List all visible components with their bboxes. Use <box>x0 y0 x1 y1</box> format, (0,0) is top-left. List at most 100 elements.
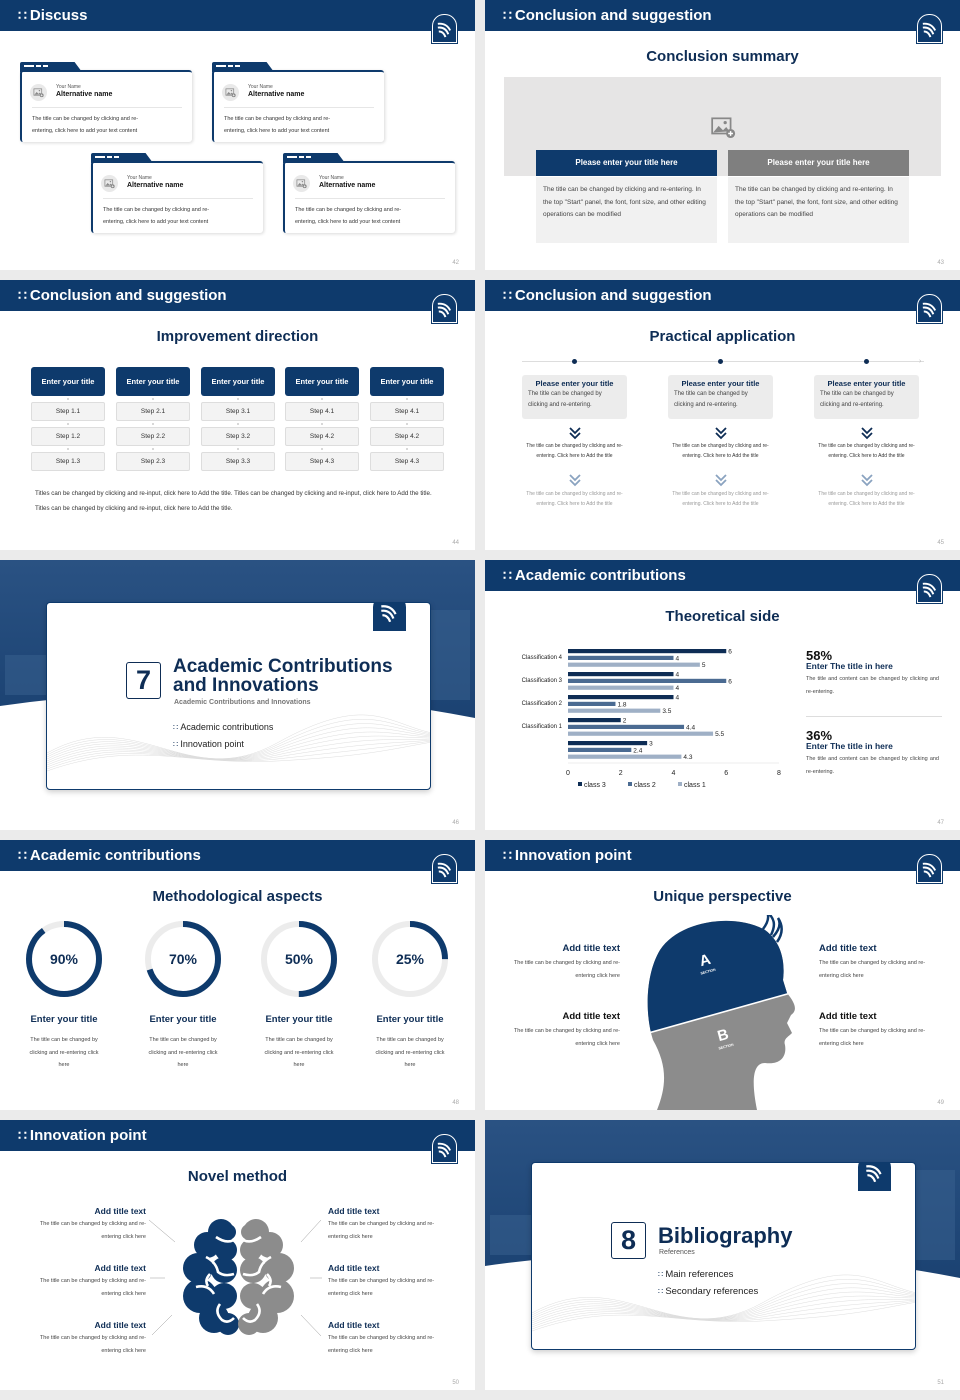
ring-text: The title can be changed by clicking and… <box>148 1037 218 1068</box>
step-box[interactable]: Step 1.1 <box>31 402 105 421</box>
section-letter: B <box>716 1026 731 1045</box>
bar-class-3 <box>568 718 621 723</box>
step-box[interactable]: Step 1.3 <box>31 452 105 471</box>
step-box[interactable]: Step 1.2 <box>31 427 105 446</box>
progress-ring-fill <box>145 921 221 997</box>
profile-card[interactable]: Your Name Alternative name The title can b… <box>283 153 455 233</box>
step-box[interactable]: Step 4.1 <box>370 402 444 421</box>
bar-class-3 <box>568 695 674 700</box>
slide-header-title: Discuss <box>29 7 88 24</box>
slide-46-section-7[interactable]: 7 Academic Contributions and Innovations Ac… <box>0 560 475 830</box>
wave-decoration <box>532 1274 915 1332</box>
step-box[interactable]: Step 3.2 <box>201 427 275 446</box>
step-box[interactable]: Step 4.3 <box>370 452 444 471</box>
profile-card[interactable]: Your Name Alternative name The title can b… <box>91 153 263 233</box>
slide-title: Conclusion summary <box>646 48 799 65</box>
university-logo <box>917 574 942 603</box>
connector-dot <box>237 398 239 400</box>
step-box[interactable]: Step 4.2 <box>370 427 444 446</box>
progress-ring-fill <box>372 921 448 997</box>
item-detail: The title can be changed by clicking and… <box>526 443 623 459</box>
slide-header: ∷ Academic contributions <box>485 560 960 591</box>
slide-51-bibliography[interactable]: 8 Bibliography References ∷ Main references… <box>485 1120 960 1390</box>
data-label: 5.5 <box>715 731 724 738</box>
section-bullet[interactable]: ∷ Academic contributions <box>173 722 273 732</box>
section-bullet[interactable]: ∷ Innovation point <box>173 739 244 749</box>
ring-value: 50% <box>284 951 314 967</box>
progress-ring <box>145 921 221 997</box>
avatar-placeholder-icon[interactable] <box>222 84 239 101</box>
data-label: 4 <box>676 695 680 702</box>
double-chevron-down-icon <box>568 426 582 440</box>
slide-50-novel-method[interactable]: ∷ Innovation point Novel method Add title t… <box>0 1120 475 1390</box>
step-box[interactable]: Step 4.2 <box>285 427 359 446</box>
progress-ring-fill <box>261 921 337 997</box>
section-title: Academic Contributions and Innovations <box>173 657 393 695</box>
item-detail: The title can be changed by clicking and… <box>672 491 769 507</box>
step-box[interactable]: Step 2.2 <box>116 427 190 446</box>
step-box[interactable]: Step 2.3 <box>116 452 190 471</box>
progress-ring <box>372 921 448 997</box>
card-text-line: The title can be changed by clicking and… <box>224 116 331 122</box>
card-text-line: entering, click here to add your text co… <box>224 128 330 134</box>
step-box[interactable]: Step 3.3 <box>201 452 275 471</box>
data-label: 3 <box>649 741 653 748</box>
item-title: Please enter your title <box>535 379 614 388</box>
item-text: The title can be changed by clicking and… <box>674 391 748 408</box>
card-tab <box>91 153 153 163</box>
slide-47-theoretical-side[interactable]: ∷ Academic contributions Theoretical side 6… <box>485 560 960 830</box>
bar-class-2 <box>568 655 674 660</box>
section-bullet[interactable]: ∷ Main references <box>658 1269 733 1280</box>
panel-title: Please enter your title here <box>728 150 909 176</box>
section-bullet[interactable]: ∷ Secondary references <box>658 1286 758 1297</box>
avatar-placeholder-icon[interactable] <box>101 175 118 192</box>
item-detail: The title can be changed by clicking and… <box>672 443 769 459</box>
divider <box>295 198 445 199</box>
column-title-button[interactable]: Enter your title <box>201 367 275 396</box>
slide-45-practical-application[interactable]: ∷ Conclusion and suggestion Practical appl… <box>485 280 960 550</box>
legend-label: class 1 <box>684 782 706 789</box>
ring-text: The title can be changed by clicking and… <box>375 1037 445 1068</box>
profile-card[interactable]: Your Name Alternative name The title can b… <box>212 62 384 142</box>
card-tab <box>212 62 274 72</box>
stat-text: The title and content can be changed by … <box>806 676 939 695</box>
point-text: The title can be changed by clicking and… <box>513 960 620 979</box>
step-box[interactable]: Step 2.1 <box>116 402 190 421</box>
ring-text: The title can be changed by clicking and… <box>29 1037 99 1068</box>
category-label: Classification 4 <box>522 655 563 661</box>
stat-text: The title and content can be changed by … <box>806 756 939 775</box>
connector-dot <box>237 423 239 425</box>
column-title-button[interactable]: Enter your title <box>285 367 359 396</box>
university-logo <box>858 1163 891 1191</box>
step-box[interactable]: Step 4.1 <box>285 402 359 421</box>
slide-header: ∷ Conclusion and suggestion <box>485 0 960 31</box>
slide-43-conclusion-summary[interactable]: ∷ Conclusion and suggestion Conclusion sum… <box>485 0 960 270</box>
column-title-button[interactable]: Enter your title <box>116 367 190 396</box>
bar-class-2 <box>568 747 632 752</box>
note-text: Titles can be changed by clicking and re… <box>35 490 432 512</box>
double-chevron-down-icon <box>860 473 874 487</box>
profile-card[interactable]: Your Name Alternative name The title can b… <box>20 62 192 142</box>
avatar-placeholder-icon[interactable] <box>30 84 47 101</box>
slide-48-methodological-aspects[interactable]: ∷ Academic contributions Methodological as… <box>0 840 475 1110</box>
bar-class-1 <box>568 708 661 713</box>
step-box[interactable]: Step 3.1 <box>201 402 275 421</box>
slide-header-title: Academic contributions <box>514 567 686 584</box>
timeline-arrow-icon: › <box>919 358 922 365</box>
slide-42-discuss[interactable]: ∷ Discuss Your Name Alternative name The tit… <box>0 0 475 270</box>
connector-dot <box>321 448 323 450</box>
slide-44-improvement-direction[interactable]: ∷ Conclusion and suggestion Improvement di… <box>0 280 475 550</box>
slide-title: Methodological aspects <box>152 888 323 905</box>
ring-text: The title can be changed by clicking and… <box>264 1037 334 1068</box>
column-title-button[interactable]: Enter your title <box>370 367 444 396</box>
avatar-placeholder-icon[interactable] <box>293 175 310 192</box>
grid-dots-icon: ∷ <box>18 287 27 303</box>
data-label: 4 <box>676 685 680 692</box>
step-box[interactable]: Step 4.3 <box>285 452 359 471</box>
card-text-line: The title can be changed by clicking and… <box>295 207 402 213</box>
point-title: Add title text <box>94 1320 146 1330</box>
slide-49-unique-perspective[interactable]: ∷ Innovation point Unique perspective A SECT… <box>485 840 960 1110</box>
column-title-button[interactable]: Enter your title <box>31 367 105 396</box>
bar-class-3 <box>568 649 727 654</box>
x-tick-label: 4 <box>672 770 676 777</box>
